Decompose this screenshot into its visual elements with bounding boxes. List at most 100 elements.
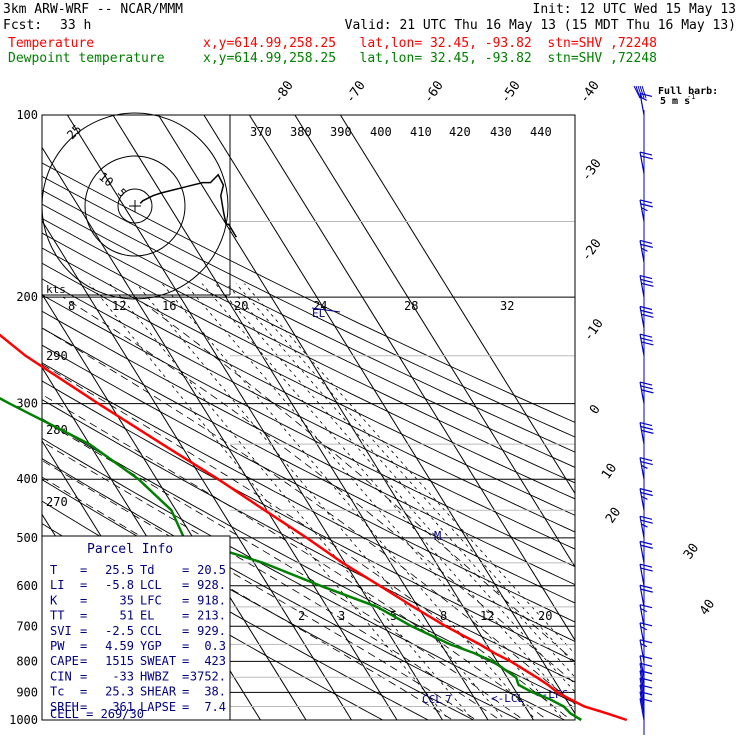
temperature-tick-label: -20 [579, 236, 605, 264]
parcel-label: SVI [50, 624, 72, 638]
svg-text:=: = [80, 654, 87, 668]
wind-barb [639, 381, 654, 404]
parcel-value: 25.3 [105, 685, 134, 699]
parcel-info-panel: Parcel Info T = 25.5 Td = 20.5 LI = -5.8 LCL = 928.… [41, 535, 231, 721]
mixing-ratio-line [109, 283, 474, 720]
hodo-unit: kts [46, 283, 66, 296]
theta-labels: 370 380 390 400 410 420 430 440 290 280 270 [46, 125, 552, 509]
mixing-ratio-tick-label: 3 [338, 609, 345, 623]
temperature-tick-label: 30 [681, 541, 702, 562]
theta-tick-label: 440 [530, 125, 552, 139]
wind-barb [639, 333, 654, 356]
mixing-ratio-tick-label: 32 [500, 299, 514, 313]
wind-barb [639, 239, 653, 263]
svg-text:=: = [182, 654, 189, 668]
svg-text:=: = [80, 563, 87, 577]
svg-text:=: = [182, 624, 189, 638]
wind-barb [639, 199, 653, 222]
dry-adiabat [42, 327, 575, 604]
svg-text:=: = [80, 624, 87, 638]
parcel-label: LAPSE [140, 700, 176, 714]
dry-adiabat [42, 203, 575, 468]
svg-text:=: = [80, 609, 87, 623]
temperature-tick-label: -30 [579, 156, 605, 184]
theta-tick-label: 380 [290, 125, 312, 139]
pressure-tick-label: 1000 [9, 713, 38, 727]
parcel-label: T [50, 563, 57, 577]
parcel-value: 51 [120, 609, 134, 623]
svg-text:=: = [182, 593, 189, 607]
mixing-ratio-tick-label: 12 [112, 299, 126, 313]
temperature-tick-label: 10 [599, 461, 620, 482]
plot-frame [41, 114, 576, 721]
dry-adiabat [42, 294, 575, 568]
parcel-value: 3752. [190, 669, 226, 683]
temperature-tick-label: -50 [498, 78, 524, 106]
dry-adiabat [42, 262, 575, 533]
parcel-value: 25.5 [105, 563, 134, 577]
temperature-location: x,y=614.99,258.25 lat,lon= 32.45, -93.82… [203, 36, 657, 51]
temperature-tick-label: -80 [271, 78, 297, 106]
parcel-label: LCL [140, 578, 162, 592]
mixing-ratio-tick-label: 8 [68, 299, 75, 313]
parcel-label: SWEAT [140, 654, 176, 668]
parcel-label: CIN [50, 669, 72, 683]
svg-text:=: = [182, 700, 189, 714]
moist-adiabat [42, 476, 454, 720]
pressure-tick-label: 800 [16, 654, 38, 668]
parcel-label: PW [50, 639, 65, 653]
parcel-label: Td [140, 563, 154, 577]
mixing-ratio-line [136, 283, 506, 720]
mixing-ratio-tick-label: 28 [404, 299, 418, 313]
parcel-value: -33 [112, 669, 134, 683]
pressure-tick-label: 200 [16, 290, 38, 304]
temperature-profile [0, 333, 628, 722]
svg-text:=: = [182, 609, 189, 623]
lcl-marker: <-LCL [491, 692, 524, 705]
dry-adiabat [42, 418, 575, 704]
mixing-ratio-line [89, 283, 450, 720]
dry-adiabat [42, 232, 575, 500]
parcel-label: TT [50, 609, 64, 623]
isotherm-line [66, 115, 443, 720]
parcel-label: SREH [50, 700, 79, 714]
barb-legend-exp: -1 [687, 93, 695, 101]
pressure-tick-label: 100 [16, 108, 38, 122]
wind-barb [639, 305, 654, 329]
wind-barb [639, 540, 653, 564]
pressure-tick-label: 600 [16, 579, 38, 593]
theta-tick-label: 370 [250, 125, 272, 139]
moist-adiabat [42, 459, 477, 720]
parcel-label: YGP [140, 639, 162, 653]
isotherm-line [157, 115, 534, 720]
parcel-label: SHEAR [140, 685, 177, 699]
pressure-labels: 100 200 300 400 500 600 700 800 900 1000 [9, 108, 38, 727]
barb-legend-line2: 5 m s [660, 96, 690, 107]
dewpoint-legend: Dewpoint temperature [8, 51, 165, 66]
svg-text:=: = [182, 669, 189, 683]
mixing-ratio-line [184, 283, 565, 720]
parcel-value: 361 [112, 700, 134, 714]
mixing-ratio-line [235, 283, 575, 666]
temperature-tick-label: -70 [343, 78, 369, 106]
svg-text:=: = [80, 685, 87, 699]
wind-barb [639, 684, 653, 707]
hodo-ring-inner [117, 188, 153, 224]
temperature-tick-label: -40 [577, 78, 603, 106]
mixing-ratio-labels: 8 12 16 20 24 28 322 3 5 8 12 20 [68, 299, 552, 623]
mixing-ratio-line [161, 283, 537, 720]
dry-adiabat [42, 217, 575, 484]
isotherm-line [112, 115, 489, 720]
parcel-label: CCL [140, 624, 162, 638]
svg-text:=: = [182, 578, 189, 592]
parcel-value: 928. [197, 578, 226, 592]
m-marker: M [434, 529, 441, 543]
parcel-label: HWBZ [140, 669, 169, 683]
level-markers: EL M CCL 7 <-LCL <-LFC [311, 307, 568, 706]
parcel-label: K [50, 593, 58, 607]
wind-barb [639, 639, 653, 662]
pressure-tick-label: 300 [16, 397, 38, 411]
wind-barb [639, 457, 653, 480]
parcel-value: 4.59 [105, 639, 134, 653]
